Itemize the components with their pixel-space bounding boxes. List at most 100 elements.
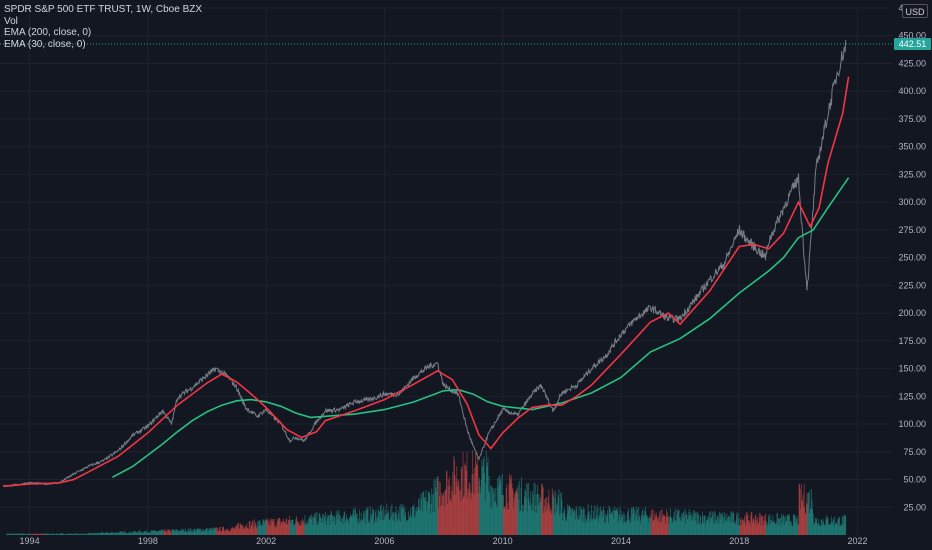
volume-bar bbox=[570, 508, 571, 535]
currency-button[interactable]: USD bbox=[902, 4, 928, 18]
volume-bar bbox=[94, 533, 95, 535]
volume-bar bbox=[570, 516, 572, 535]
volume-bar bbox=[577, 515, 579, 535]
volume-bar bbox=[288, 520, 290, 535]
volume-bar bbox=[263, 521, 265, 535]
volume-bar bbox=[662, 517, 664, 535]
volume-bar bbox=[687, 517, 689, 535]
volume-bar bbox=[400, 503, 402, 535]
volume-bar bbox=[61, 533, 63, 535]
volume-bar bbox=[527, 482, 529, 535]
volume-bar bbox=[348, 523, 350, 535]
volume-bar bbox=[38, 533, 40, 535]
volume-bar bbox=[633, 506, 635, 535]
volume-bar bbox=[145, 530, 147, 535]
volume-bar bbox=[696, 513, 698, 535]
volume-bar bbox=[200, 531, 202, 535]
volume-bar bbox=[388, 510, 389, 535]
volume-bar bbox=[606, 516, 608, 535]
volume-bar bbox=[179, 530, 181, 535]
legend-volume[interactable]: Vol bbox=[4, 15, 18, 27]
volume-bar bbox=[218, 530, 219, 535]
volume-bar bbox=[154, 530, 156, 535]
volume-bar bbox=[495, 487, 497, 535]
volume-bar bbox=[56, 534, 58, 535]
volume-bar bbox=[828, 524, 830, 535]
volume-bar bbox=[815, 518, 816, 535]
volume-bar bbox=[43, 533, 45, 535]
volume-bar bbox=[601, 510, 603, 535]
volume-bar bbox=[709, 511, 711, 535]
volume-bar bbox=[231, 528, 232, 535]
volume-bar bbox=[442, 493, 444, 535]
volume-bar bbox=[720, 513, 722, 535]
volume-bar bbox=[241, 525, 243, 535]
legend-ema-30[interactable]: EMA (30, close, 0) bbox=[4, 38, 86, 50]
legend-symbol[interactable]: SPDR S&P 500 ETF TRUST, 1W, Cboe BZX bbox=[4, 4, 203, 15]
volume-bar bbox=[769, 524, 770, 535]
volume-bar bbox=[287, 519, 289, 535]
volume-bar bbox=[33, 534, 35, 535]
volume-bar bbox=[624, 522, 625, 535]
volume-bar bbox=[93, 533, 95, 535]
volume-bar bbox=[182, 531, 184, 535]
volume-bar bbox=[559, 512, 561, 535]
volume-bar bbox=[163, 531, 165, 535]
volume-bar bbox=[557, 494, 559, 535]
volume-bar bbox=[375, 509, 377, 535]
volume-bar bbox=[248, 521, 250, 535]
volume-bar bbox=[9, 533, 11, 535]
volume-bar bbox=[597, 522, 599, 535]
volume-bar bbox=[415, 508, 417, 535]
volume-bar bbox=[736, 512, 738, 535]
volume-bar bbox=[549, 512, 551, 535]
volume-bar bbox=[220, 531, 222, 535]
x-axis[interactable]: 1994 1998 2002 2006 2010 2014 2018 2022 bbox=[20, 536, 868, 546]
volume-bar bbox=[600, 506, 602, 535]
volume-bar bbox=[643, 514, 645, 535]
volume-bar bbox=[455, 481, 457, 535]
volume-bar bbox=[831, 524, 833, 535]
volume-bar bbox=[817, 523, 819, 535]
volume-bar bbox=[477, 493, 479, 535]
volume-bar bbox=[137, 530, 139, 535]
volume-bar bbox=[571, 508, 573, 535]
volume-bar bbox=[712, 515, 714, 535]
volume-bar bbox=[782, 522, 784, 535]
volume-bar bbox=[651, 514, 653, 535]
volume-bar bbox=[46, 533, 48, 535]
volume-bar bbox=[843, 515, 845, 535]
volume-bar bbox=[338, 510, 340, 535]
volume-bar bbox=[297, 521, 298, 535]
volume-bar bbox=[310, 515, 312, 535]
volume-bar bbox=[135, 532, 137, 535]
volume-bar bbox=[208, 528, 210, 535]
volume-bar bbox=[328, 515, 330, 535]
volume-bar bbox=[837, 519, 839, 535]
volume-bar bbox=[314, 517, 316, 535]
legend-ema-200[interactable]: EMA (200, close, 0) bbox=[4, 27, 92, 38]
volume-bar bbox=[784, 516, 786, 535]
volume-bar bbox=[406, 519, 408, 535]
volume-bar bbox=[236, 523, 238, 535]
volume-bar bbox=[407, 511, 409, 535]
volume-bar bbox=[204, 529, 206, 535]
volume-bar bbox=[363, 510, 364, 535]
volume-bar bbox=[158, 530, 160, 535]
volume-bar bbox=[715, 513, 716, 535]
volume-bar bbox=[344, 511, 346, 535]
volume-bar bbox=[548, 489, 550, 535]
volume-bar bbox=[526, 511, 528, 535]
volume-bar bbox=[398, 519, 400, 535]
volume-bar bbox=[199, 528, 201, 535]
volume-bar bbox=[637, 508, 639, 535]
volume-bar bbox=[641, 515, 642, 535]
volume-bar bbox=[171, 532, 173, 535]
volume-bar bbox=[105, 532, 107, 535]
volume-bar bbox=[382, 506, 384, 535]
volume-bar bbox=[444, 507, 446, 535]
volume-bar bbox=[146, 531, 148, 535]
volume-bar bbox=[244, 526, 246, 535]
volume-bar bbox=[563, 507, 565, 535]
